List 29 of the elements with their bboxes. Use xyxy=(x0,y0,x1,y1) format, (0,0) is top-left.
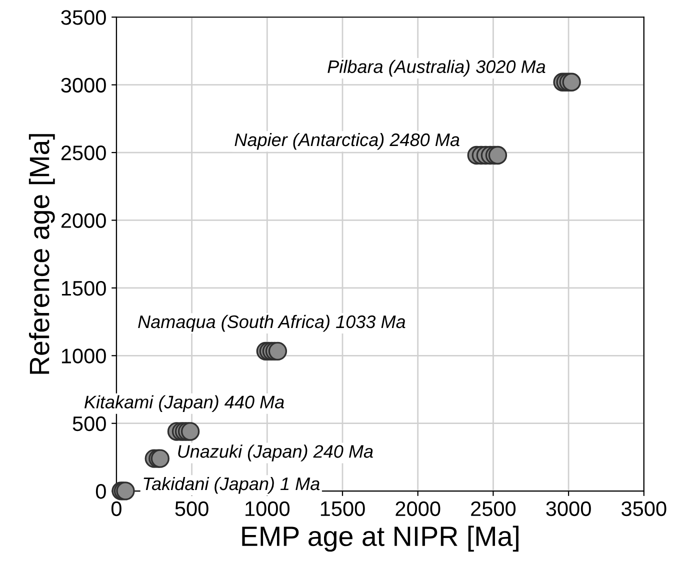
y-tick-label: 0 xyxy=(96,484,106,499)
x-tick-label: 2500 xyxy=(471,501,516,516)
y-tick-label: 500 xyxy=(72,416,106,432)
point xyxy=(116,482,135,500)
x-tick-label: 2000 xyxy=(396,501,440,516)
annotation: Kitakami (Japan) 440 Ma xyxy=(84,395,284,412)
y-tick-label: 1500 xyxy=(62,280,106,296)
x-tick-label: 0 xyxy=(111,501,122,516)
x-tick-label: 3500 xyxy=(622,501,666,516)
annotation: Pilbara (Australia) 3020 Ma xyxy=(328,60,546,77)
x-tick-label: 1000 xyxy=(246,501,290,516)
x-tick-label: 1500 xyxy=(320,501,365,516)
point xyxy=(180,422,200,441)
x-axis-title: EMP age at NIPR [Ma] xyxy=(242,526,518,552)
y-tick-label: 3500 xyxy=(61,10,106,25)
point xyxy=(488,146,508,165)
annotation: Unazuki (Japan) 240 Ma xyxy=(178,444,373,462)
y-tick-label: 3000 xyxy=(61,78,106,93)
y-tick-label: 2000 xyxy=(61,213,106,228)
y-tick-label: 1000 xyxy=(62,348,106,364)
x-tick-label: 3000 xyxy=(546,501,591,516)
y-tick-label: 2500 xyxy=(61,146,106,160)
y-axis-title: Reference age [Ma] xyxy=(28,134,55,374)
annotation: Napier (Antarctica) 2480 Ma xyxy=(234,132,460,150)
point xyxy=(268,342,288,361)
annotation: Namaqua (South Africa) 1033 Ma xyxy=(138,314,406,332)
x-tick-label: 500 xyxy=(175,501,208,516)
annotation: Takidani (Japan) 1 Ma xyxy=(144,476,320,494)
point xyxy=(562,72,581,92)
